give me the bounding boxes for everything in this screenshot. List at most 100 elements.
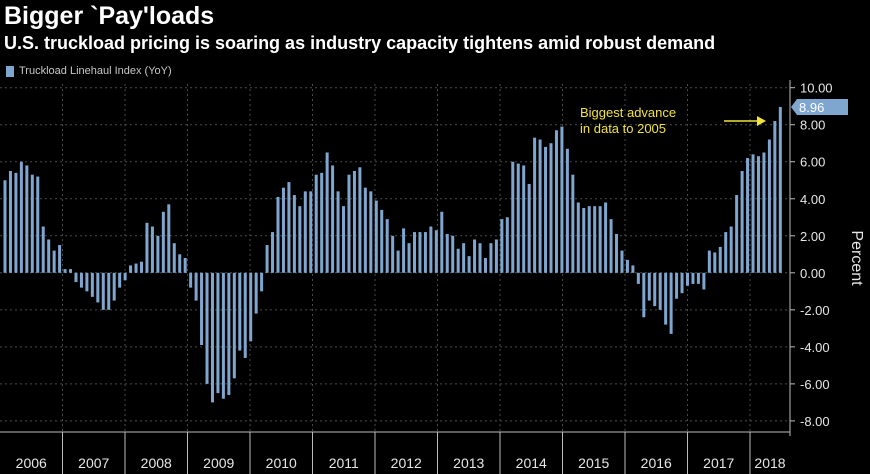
bar bbox=[363, 187, 367, 273]
bar bbox=[107, 272, 111, 310]
bar bbox=[150, 226, 154, 273]
bar bbox=[565, 148, 569, 273]
x-tick-label: 2012 bbox=[391, 455, 422, 471]
y-tick-label: -6.00 bbox=[800, 377, 830, 392]
bar bbox=[347, 174, 351, 273]
bar bbox=[281, 187, 285, 273]
y-tick-label: 6.00 bbox=[800, 155, 825, 170]
bar bbox=[79, 272, 83, 288]
bar bbox=[407, 243, 411, 273]
bar bbox=[451, 235, 455, 273]
annotation-arrowhead bbox=[757, 116, 766, 126]
bar bbox=[713, 252, 717, 273]
bar bbox=[456, 248, 460, 273]
bar bbox=[145, 222, 149, 273]
bar bbox=[249, 272, 253, 342]
bar bbox=[516, 163, 520, 273]
bar bbox=[118, 272, 122, 288]
bar bbox=[696, 272, 700, 284]
bar bbox=[582, 208, 586, 273]
bar bbox=[391, 235, 395, 273]
bar bbox=[489, 243, 493, 273]
bar bbox=[718, 246, 722, 273]
bar bbox=[183, 258, 187, 273]
y-tick-label: -4.00 bbox=[800, 340, 830, 355]
bar bbox=[254, 272, 258, 314]
bar bbox=[352, 171, 356, 273]
x-tick-label: 2014 bbox=[516, 455, 547, 471]
bar bbox=[735, 195, 739, 273]
bar bbox=[374, 200, 378, 273]
bar bbox=[216, 272, 220, 394]
bar bbox=[25, 165, 29, 273]
bar bbox=[232, 272, 236, 379]
bar bbox=[402, 228, 406, 273]
bar bbox=[41, 226, 45, 273]
bar bbox=[620, 250, 624, 273]
bar bbox=[112, 272, 116, 301]
bar bbox=[615, 233, 619, 273]
x-tick-label: 2008 bbox=[141, 455, 172, 471]
y-axis-title: Percent bbox=[848, 230, 865, 286]
bar bbox=[675, 272, 679, 299]
bar bbox=[680, 272, 684, 294]
x-tick-label: 2010 bbox=[266, 455, 297, 471]
bar bbox=[751, 154, 755, 273]
x-tick-label: 2006 bbox=[16, 455, 47, 471]
x-tick-label: 2018 bbox=[754, 455, 785, 471]
bar bbox=[96, 272, 100, 303]
bar bbox=[385, 219, 389, 273]
chart-legend: Truckload Linehaul Index (YoY) bbox=[6, 64, 172, 78]
x-tick-label: 2015 bbox=[578, 455, 609, 471]
bar bbox=[303, 191, 307, 273]
bar bbox=[533, 137, 537, 273]
bar bbox=[85, 272, 89, 292]
bar bbox=[554, 130, 558, 273]
y-tick-label: 2.00 bbox=[800, 229, 825, 244]
bar bbox=[358, 167, 362, 273]
bar bbox=[729, 226, 733, 273]
bar bbox=[336, 191, 340, 273]
bar bbox=[462, 243, 466, 273]
y-tick-label: 4.00 bbox=[800, 192, 825, 207]
x-tick-label: 2007 bbox=[78, 455, 109, 471]
bar bbox=[598, 206, 602, 273]
bar bbox=[686, 272, 689, 286]
bar bbox=[691, 272, 695, 284]
bar bbox=[271, 232, 275, 273]
bar bbox=[778, 106, 782, 273]
bar bbox=[669, 272, 673, 334]
chart-subtitle: U.S. truckload pricing is soaring as ind… bbox=[4, 33, 716, 53]
x-tick-label: 2016 bbox=[641, 455, 672, 471]
bar bbox=[123, 272, 127, 281]
bar bbox=[178, 254, 182, 273]
bar bbox=[724, 232, 728, 273]
bar bbox=[58, 245, 62, 273]
bar bbox=[576, 202, 580, 273]
bar bbox=[549, 143, 553, 273]
bar bbox=[140, 261, 143, 273]
bar bbox=[287, 182, 291, 273]
bar bbox=[527, 183, 531, 273]
bar bbox=[467, 256, 471, 273]
bar bbox=[380, 209, 384, 273]
x-tick-label: 2017 bbox=[703, 455, 734, 471]
bar bbox=[221, 272, 225, 399]
bar bbox=[167, 204, 171, 273]
bar bbox=[243, 272, 247, 358]
bar bbox=[36, 176, 40, 273]
bar bbox=[647, 272, 651, 301]
bar bbox=[473, 239, 477, 273]
legend-label: Truckload Linehaul Index (YoY) bbox=[19, 65, 172, 77]
bar bbox=[52, 250, 56, 273]
bar bbox=[30, 174, 34, 273]
bar bbox=[129, 265, 133, 273]
bar bbox=[658, 272, 662, 310]
bar bbox=[369, 191, 373, 273]
bar bbox=[205, 272, 209, 384]
bar bbox=[664, 272, 668, 325]
bar bbox=[238, 272, 242, 351]
bar bbox=[309, 191, 313, 273]
y-tick-label: 0.00 bbox=[800, 266, 825, 281]
